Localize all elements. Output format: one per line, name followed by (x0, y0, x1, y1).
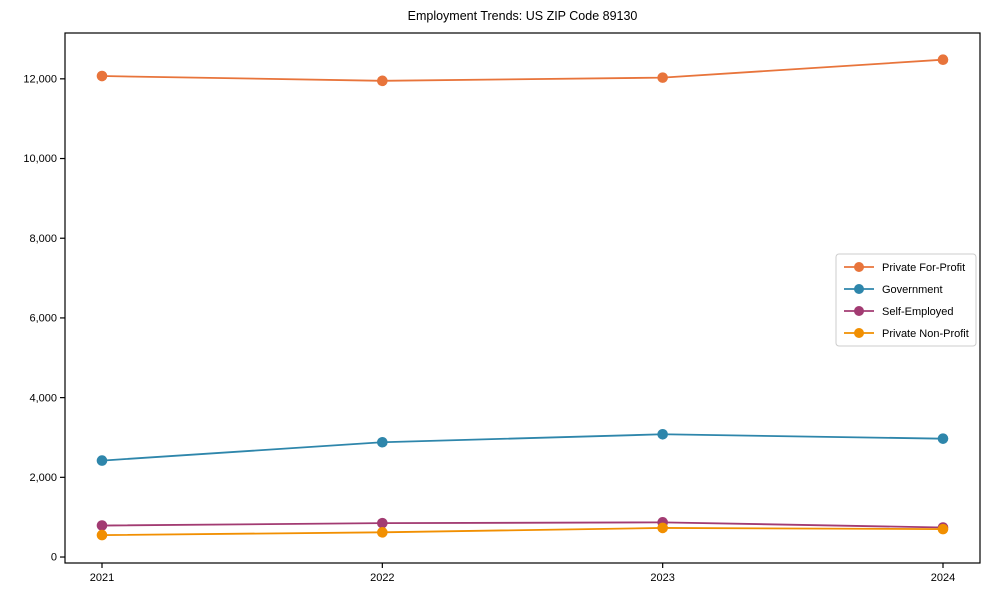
data-point-government (657, 428, 668, 440)
legend-marker-dot (854, 306, 864, 316)
data-point-private-non-profit (96, 529, 108, 541)
legend-label: Private Non-Profit (882, 328, 969, 340)
legend-marker-dot (854, 284, 864, 294)
legend-entry-government: Government (844, 284, 943, 296)
legend-label: Government (882, 284, 943, 296)
data-point-private-non-profit (377, 527, 388, 538)
y-axis-tick-label: 2,000 (29, 472, 57, 484)
data-point-private-for-profit (377, 75, 388, 87)
x-axis-tick-label: 2024 (931, 572, 955, 584)
x-axis-tick-label: 2022 (370, 572, 394, 584)
y-axis-tick-label: 10,000 (23, 153, 57, 165)
legend-label: Private For-Profit (882, 262, 965, 274)
chart-title: Employment Trends: US ZIP Code 89130 (408, 9, 638, 23)
data-point-government (937, 433, 949, 444)
legend-box (835, 253, 977, 347)
y-axis-tick-label: 6,000 (29, 313, 57, 325)
data-point-private-for-profit (657, 72, 668, 83)
data-point-private-non-profit (937, 523, 949, 535)
data-point-government (96, 455, 108, 466)
legend-entry-private-non-profit: Private Non-Profit (844, 328, 969, 340)
y-axis-tick-label: 4,000 (29, 392, 57, 404)
data-point-private-for-profit (937, 54, 949, 65)
y-axis-tick-label: 0 (51, 552, 57, 564)
data-point-government (377, 436, 388, 448)
series-line-government (101, 433, 944, 462)
plot-area-border (64, 32, 981, 564)
y-axis-tick-label: 8,000 (29, 233, 57, 245)
data-point-self-employed (96, 520, 108, 531)
y-axis-tick-label: 12,000 (23, 74, 57, 86)
x-axis-tick-label: 2023 (650, 572, 674, 584)
legend-entry-self-employed: Self-Employed (844, 306, 954, 318)
series-line-private-non-profit (101, 527, 944, 537)
series-line-self-employed (101, 521, 944, 529)
legend-label: Self-Employed (882, 306, 954, 318)
data-point-private-non-profit (657, 522, 668, 534)
legend-marker-dot (854, 328, 864, 338)
legend-entry-private-for-profit: Private For-Profit (844, 262, 965, 274)
legend-marker-dot (854, 262, 864, 272)
data-point-self-employed (377, 517, 388, 529)
series-line-private-for-profit (101, 58, 944, 82)
x-axis-tick-label: 2021 (90, 572, 114, 584)
data-point-private-for-profit (96, 70, 108, 82)
